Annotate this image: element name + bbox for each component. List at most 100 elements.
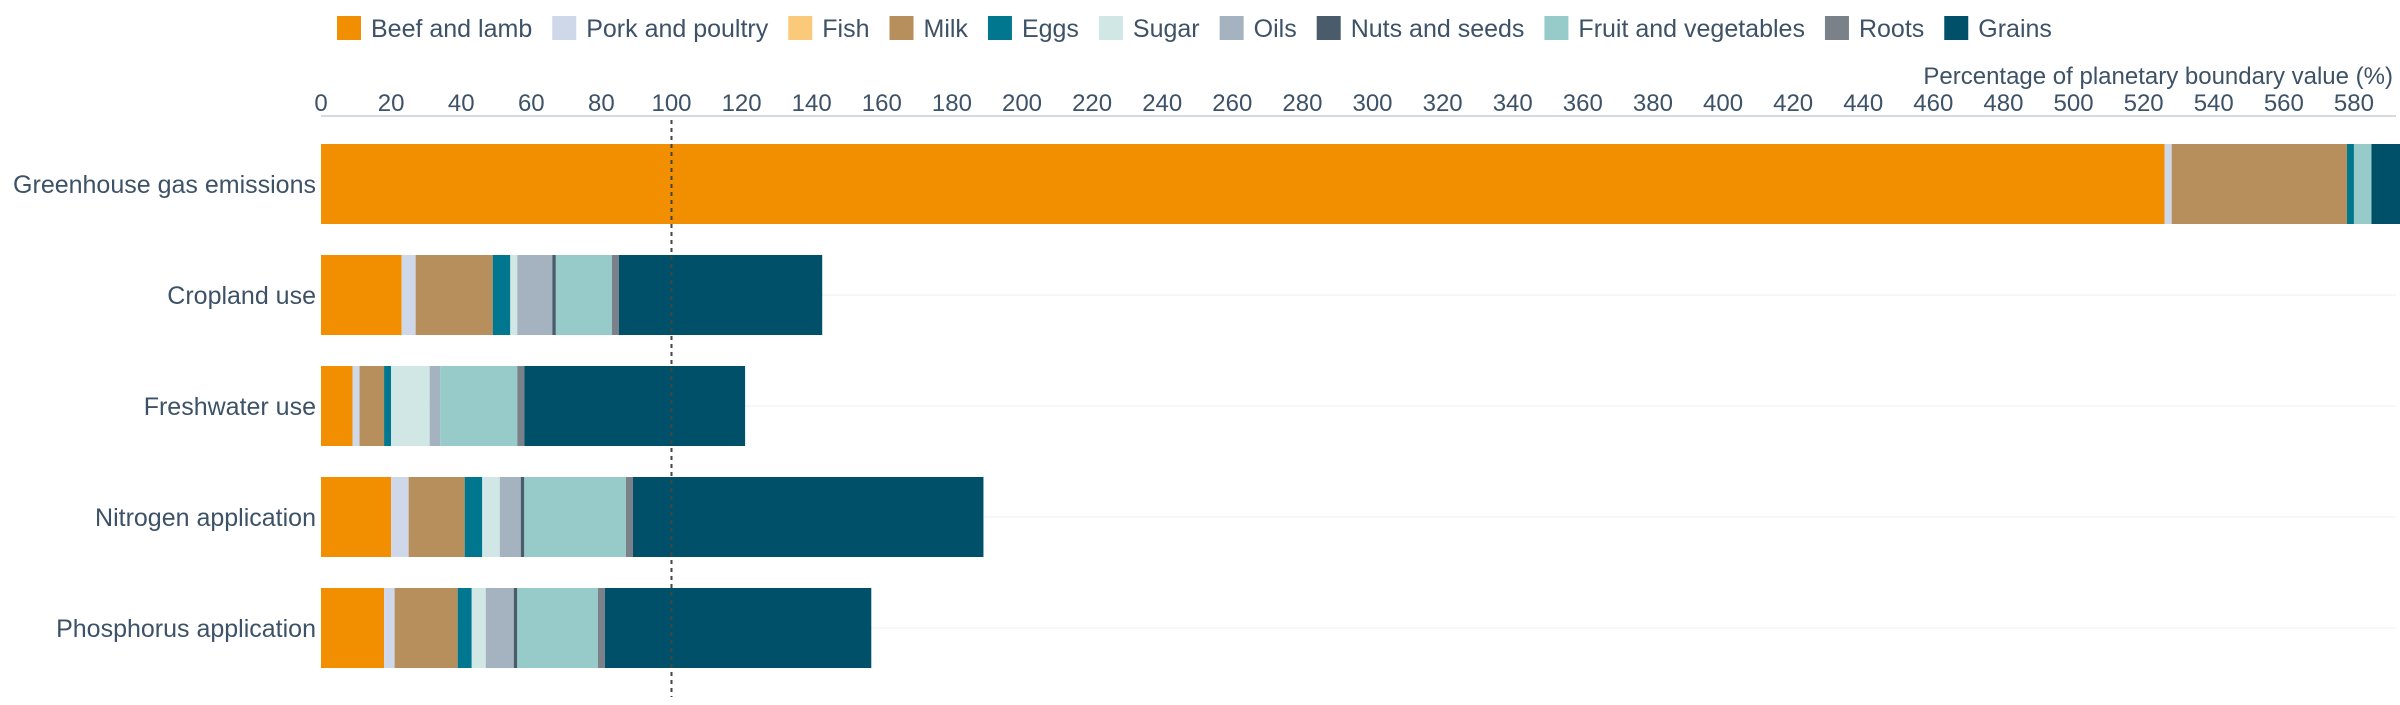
- legend-swatch: [1098, 16, 1123, 40]
- x-tick-label: 220: [1072, 90, 1112, 117]
- legend-swatch: [552, 16, 577, 40]
- bar-segment-roots: [625, 477, 633, 557]
- legend-item-eggs: Eggs: [987, 15, 1079, 43]
- legend-label: Milk: [924, 15, 969, 43]
- x-tick-label: 380: [1633, 90, 1673, 117]
- legend-label: Nuts and seeds: [1351, 15, 1525, 43]
- legend-swatch: [1219, 16, 1244, 40]
- legend-label: Fish: [822, 15, 869, 43]
- bar-segment-eggs: [464, 477, 483, 557]
- x-tick-label: 500: [2054, 90, 2094, 117]
- bar-segment-eggs: [457, 588, 472, 668]
- x-tick-label: 540: [2194, 90, 2234, 117]
- x-tick-label: 40: [448, 90, 475, 117]
- bar-segment-fruit-and-vegetables: [517, 588, 598, 668]
- x-tick-label: 320: [1423, 90, 1463, 117]
- legend-item-sugar: Sugar: [1098, 15, 1200, 43]
- bar-row-cropland-use: [321, 255, 823, 335]
- bar-segment-sugar: [482, 477, 500, 557]
- legend-item-pork-and-poultry: Pork and poultry: [552, 15, 769, 43]
- legend-swatch: [1316, 16, 1341, 40]
- bar-segment-eggs: [384, 366, 392, 446]
- bar-segment-oils: [499, 477, 521, 557]
- x-tick-label: 240: [1142, 90, 1182, 117]
- bar-segment-nuts-and-seeds: [520, 477, 525, 557]
- bar-segment-nuts-and-seeds: [513, 588, 518, 668]
- bar-segment-nuts-and-seeds: [552, 255, 556, 335]
- legend-swatch: [788, 16, 813, 40]
- category-label-greenhouse-gas-emissions: Greenhouse gas emissions: [13, 171, 316, 199]
- x-tick-label: 580: [2334, 90, 2374, 117]
- bar-segment-milk: [415, 255, 493, 335]
- bar-row-nitrogen-application: [321, 477, 984, 557]
- x-tick-label: 260: [1212, 90, 1252, 117]
- legend-item-roots: Roots: [1824, 15, 1924, 43]
- bar-row-phosphorus-application: [321, 588, 872, 668]
- bar-segment-pork-and-poultry: [391, 477, 409, 557]
- x-tick-label: 440: [1843, 90, 1883, 117]
- bar-segment-eggs: [2346, 144, 2354, 224]
- bar-segment-roots: [597, 588, 605, 668]
- x-tick-label: 460: [1913, 90, 1953, 117]
- legend-item-beef-and-lamb: Beef and lamb: [337, 15, 532, 43]
- bar-segment-milk: [359, 366, 385, 446]
- legend-swatch: [1544, 16, 1569, 40]
- legend-label: Pork and poultry: [586, 15, 769, 43]
- bar-segment-beef-and-lamb: [321, 588, 385, 668]
- legend-swatch: [889, 16, 914, 40]
- x-tick-label: 560: [2264, 90, 2304, 117]
- bar-segment-grains: [2371, 144, 2400, 224]
- bar-row-greenhouse-gas-emissions: [321, 144, 2400, 224]
- bar-segment-roots: [611, 255, 619, 335]
- bar-segment-fruit-and-vegetables: [440, 366, 518, 446]
- legend-item-nuts-and-seeds: Nuts and seeds: [1316, 15, 1525, 43]
- category-label-nitrogen-application: Nitrogen application: [95, 504, 316, 532]
- x-tick-label: 520: [2124, 90, 2164, 117]
- bar-segment-sugar: [391, 366, 430, 446]
- x-tick-label: 20: [378, 90, 405, 117]
- x-axis: 0 20 40 60 80 100 120 140 160 180 200 220 240 260 280 3…: [314, 90, 2396, 117]
- legend-swatch: [987, 16, 1012, 40]
- bar-segment-pork-and-poultry: [384, 588, 395, 668]
- bar-segment-oils: [485, 588, 514, 668]
- legend-item-milk: Milk: [889, 15, 969, 43]
- bar-segment-grains: [604, 588, 872, 668]
- bar-segment-pork-and-poultry: [401, 255, 416, 335]
- legend: Beef and lamb Pork and poultry Fish Milk Egg…: [337, 15, 2052, 43]
- bar-segment-fruit-and-vegetables: [2353, 144, 2372, 224]
- bar-segment-grains: [618, 255, 823, 335]
- bar-segment-pork-and-poultry: [352, 366, 360, 446]
- x-tick-label: 160: [862, 90, 902, 117]
- x-tick-label: 420: [1773, 90, 1813, 117]
- bar-row-freshwater-use: [321, 366, 746, 446]
- bar-segment-roots: [517, 366, 525, 446]
- x-tick-label: 0: [314, 90, 327, 117]
- legend-label: Fruit and vegetables: [1578, 15, 1805, 43]
- legend-item-oils: Oils: [1219, 15, 1297, 43]
- bar-segment-sugar: [471, 588, 486, 668]
- x-tick-label: 180: [932, 90, 972, 117]
- legend-item-grains: Grains: [1944, 15, 2052, 43]
- x-axis-title: Percentage of planetary boundary value (…: [1923, 63, 2393, 90]
- bar-segment-beef-and-lamb: [321, 144, 2165, 224]
- category-label-cropland-use: Cropland use: [167, 282, 316, 310]
- legend-label: Roots: [1859, 15, 1924, 43]
- x-tick-label: 280: [1282, 90, 1322, 117]
- bar-segment-fruit-and-vegetables: [524, 477, 626, 557]
- legend-item-fish: Fish: [788, 15, 870, 43]
- legend-label: Oils: [1254, 15, 1297, 43]
- bar-segment-fruit-and-vegetables: [555, 255, 612, 335]
- x-tick-label: 400: [1703, 90, 1743, 117]
- legend-item-fruit-and-vegetables: Fruit and vegetables: [1544, 15, 1805, 43]
- legend-label: Grains: [1978, 15, 2052, 43]
- bar-segment-oils: [517, 255, 553, 335]
- legend-label: Sugar: [1133, 15, 1200, 43]
- category-label-phosphorus-application: Phosphorus application: [56, 615, 316, 643]
- category-label-freshwater-use: Freshwater use: [144, 393, 316, 421]
- bar-segment-beef-and-lamb: [321, 255, 402, 335]
- legend-swatch: [337, 16, 361, 40]
- x-tick-label: 140: [792, 90, 832, 117]
- bar-segment-milk: [408, 477, 465, 557]
